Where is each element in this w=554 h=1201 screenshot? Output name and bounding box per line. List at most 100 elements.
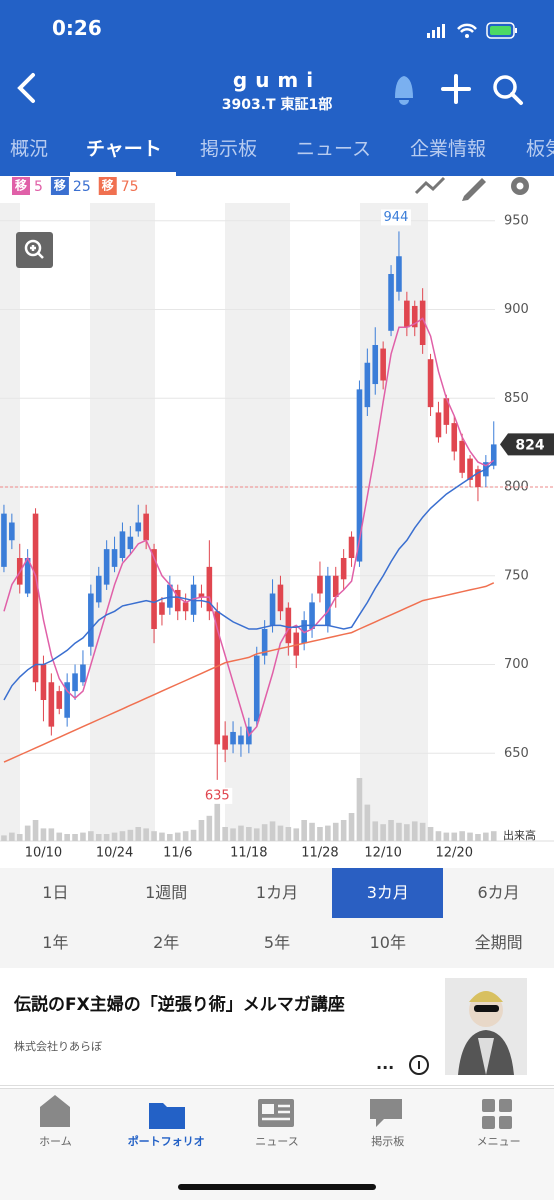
- candle-body: [277, 584, 284, 612]
- candle-body: [127, 536, 134, 550]
- tab[interactable]: 掲示板: [200, 138, 258, 160]
- tab-strip: 概況 チャート 掲示板 ニュース 企業情報 板気配: [0, 124, 554, 176]
- period-button[interactable]: 1日: [42, 883, 69, 902]
- annotation-bg: [380, 209, 411, 226]
- y-tick-label: 700: [504, 657, 529, 672]
- period-button[interactable]: 1週間: [145, 883, 188, 902]
- volume-bar: [127, 829, 134, 841]
- ad-sponsor: 株式会社りあらぼ: [14, 1040, 102, 1053]
- candle-body: [388, 274, 394, 331]
- tab-bar-item[interactable]: メニュー: [476, 1135, 521, 1148]
- candle-body: [443, 398, 450, 425]
- last-price: 824: [515, 437, 544, 453]
- stock-name: gumi: [232, 68, 322, 92]
- candle-body: [80, 664, 86, 683]
- volume-bar: [143, 828, 149, 841]
- settings-button[interactable]: [511, 177, 529, 195]
- period-button[interactable]: 全期間: [474, 933, 523, 952]
- candle-body: [372, 345, 379, 385]
- volume-bar: [167, 834, 173, 841]
- candle-body: [340, 558, 347, 580]
- period-button[interactable]: 1年: [42, 933, 69, 952]
- ad-image: [445, 978, 527, 1075]
- legend-tag: 移: [102, 178, 114, 193]
- status-time: 0:26: [52, 16, 102, 40]
- candle-body: [475, 469, 481, 487]
- tab-bar-item[interactable]: ホーム: [39, 1135, 72, 1148]
- volume-bar: [238, 825, 244, 841]
- chart-tools: [414, 176, 529, 201]
- ad-more[interactable]: ...: [376, 1054, 395, 1073]
- volume-bar: [111, 832, 118, 841]
- back-button[interactable]: [17, 73, 35, 103]
- legend-label: 75: [121, 179, 139, 195]
- bottom-tab-bar: ホーム ポートフォリオ ニュース 掲示板 メニュー: [0, 1088, 554, 1200]
- tab-bar-item[interactable]: ポートフォリオ: [127, 1135, 205, 1148]
- candle-body: [167, 584, 173, 608]
- volume-bar: [261, 824, 268, 841]
- volume-bar: [24, 825, 31, 841]
- volume-bar: [253, 828, 260, 841]
- header-icons: [17, 73, 523, 105]
- legend-swatch: [98, 177, 117, 195]
- candle-body: [419, 300, 426, 345]
- volume-bar: [246, 827, 252, 841]
- volume-bar: [88, 831, 94, 841]
- period-button[interactable]: 3カ月: [332, 868, 444, 918]
- candle-body: [435, 412, 442, 438]
- volume-bar: [151, 831, 157, 841]
- candle-body: [238, 735, 244, 745]
- candle-body: [269, 593, 276, 626]
- period-button[interactable]: 5年: [263, 933, 291, 952]
- period-button[interactable]: 6カ月: [477, 883, 520, 902]
- volume-bar: [119, 831, 126, 841]
- ad-title[interactable]: 伝説のFX主婦の「逆張り術」メルマガ講座: [14, 995, 345, 1015]
- candle-body: [222, 735, 228, 750]
- tab[interactable]: ニュース: [296, 138, 372, 160]
- high-annotation: 944: [384, 210, 409, 225]
- volume-bar: [301, 820, 307, 841]
- x-tick-label: 11/18: [230, 846, 267, 861]
- search-button[interactable]: [493, 75, 523, 105]
- zoom-button[interactable]: [16, 232, 53, 268]
- volume-bar: [48, 828, 55, 841]
- volume-bar: [285, 827, 292, 841]
- x-tick-label: 11/28: [301, 846, 338, 861]
- draw-button[interactable]: [462, 178, 486, 201]
- tab-bar-item[interactable]: 掲示板: [371, 1135, 405, 1148]
- x-tick-label: 10/24: [96, 846, 133, 861]
- candle-body: [348, 536, 355, 558]
- tab-bar-item[interactable]: ニュース: [255, 1135, 299, 1148]
- volume-bar: [293, 828, 300, 841]
- candle-body: [182, 602, 189, 612]
- y-tick-label: 650: [504, 746, 529, 761]
- volume-bar: [1, 835, 7, 841]
- add-button[interactable]: [441, 74, 471, 104]
- candle-body: [64, 682, 70, 718]
- volume-bar: [459, 831, 465, 841]
- period-button[interactable]: 2年: [153, 933, 180, 952]
- candle-body: [364, 362, 371, 408]
- volume-bar: [95, 834, 102, 841]
- candle-body: [40, 664, 47, 700]
- volume-bar: [483, 832, 489, 841]
- tab[interactable]: チャート: [86, 138, 162, 160]
- volume-bar: [277, 825, 284, 841]
- period-button[interactable]: 1カ月: [255, 883, 299, 902]
- candle-body: [230, 731, 236, 745]
- volume-bar: [80, 832, 86, 841]
- volume-bar: [230, 828, 236, 841]
- candle-body: [1, 513, 7, 567]
- alert-button[interactable]: [395, 76, 413, 105]
- volume-bar: [198, 820, 205, 841]
- indicator-button[interactable]: [414, 176, 446, 195]
- tab[interactable]: 概況: [10, 138, 49, 160]
- period-button[interactable]: 10年: [369, 933, 406, 952]
- ad-info[interactable]: [409, 1055, 429, 1075]
- tab[interactable]: 板気配: [526, 138, 554, 160]
- ad-banner[interactable]: 伝説のFX主婦の「逆張り術」メルマガ講座 株式会社りあらぼ ...: [0, 968, 554, 1086]
- candle-body: [214, 611, 221, 745]
- legend-swatch: [50, 177, 69, 195]
- tab[interactable]: 企業情報: [410, 138, 487, 160]
- candle-body: [119, 531, 126, 558]
